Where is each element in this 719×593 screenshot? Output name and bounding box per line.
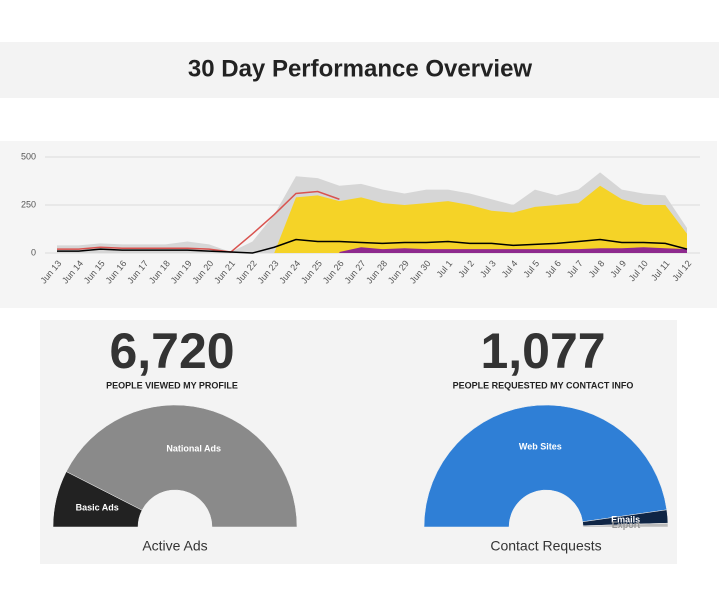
pie-slice xyxy=(582,522,669,528)
pie-title: Active Ads xyxy=(142,538,207,554)
slice-label: National Ads xyxy=(166,444,221,454)
area xyxy=(339,247,687,253)
y-tick-label: 0 xyxy=(31,247,36,257)
page-title: 30 Day Performance Overview xyxy=(188,55,533,82)
headline-caption: PEOPLE VIEWED MY PROFILE xyxy=(106,380,238,390)
y-tick-label: 250 xyxy=(21,199,36,209)
pie-title: Contact Requests xyxy=(490,538,601,554)
line xyxy=(57,238,688,254)
y-tick-label: 500 xyxy=(21,151,36,161)
pie-slice xyxy=(65,404,298,528)
slice-label: Export xyxy=(612,520,641,530)
headline: 1,077 xyxy=(480,323,605,379)
title-band xyxy=(0,42,719,98)
slice-label: Web Sites xyxy=(519,442,562,452)
headline-caption: PEOPLE REQUESTED MY CONTACT INFO xyxy=(453,380,634,390)
line xyxy=(57,190,340,253)
headline: 6,720 xyxy=(109,323,234,379)
slice-label: Emails xyxy=(611,514,640,524)
slice-label: Basic Ads xyxy=(76,503,119,513)
area xyxy=(274,185,687,253)
pie-slice xyxy=(423,404,668,528)
